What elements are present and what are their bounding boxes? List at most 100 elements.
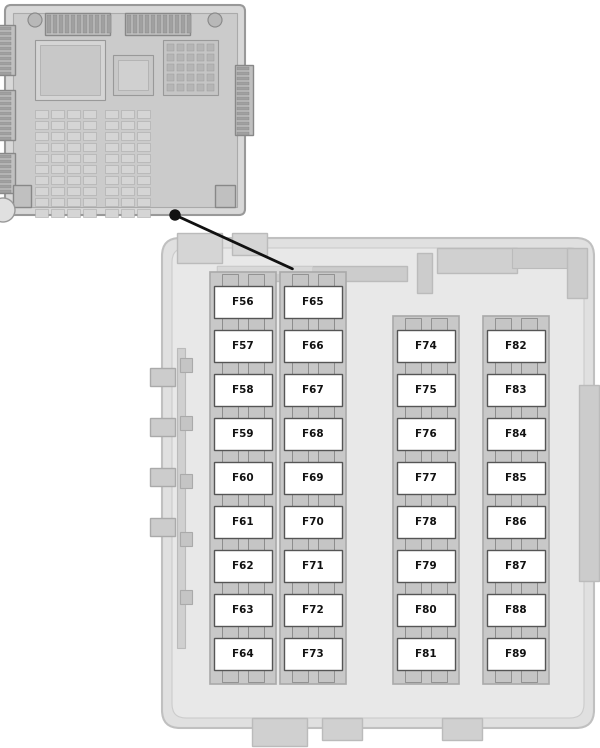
Bar [0,52,11,55]
Bar [431,362,447,374]
Bar [248,362,264,374]
Bar [35,143,48,151]
Bar [0,92,11,95]
Bar [431,538,447,550]
Bar [121,132,134,140]
Bar [207,44,214,51]
Bar [431,670,447,682]
Bar [237,112,249,115]
Bar [187,15,191,33]
Bar [284,286,342,318]
Bar [51,110,64,118]
Bar [175,15,179,33]
Bar [151,15,155,33]
Bar [495,670,511,682]
Bar [495,626,511,638]
Bar [431,406,447,418]
Bar [0,112,11,115]
Text: F59: F59 [232,429,254,439]
Bar [292,450,308,462]
Text: F89: F89 [505,649,527,659]
Bar [121,121,134,129]
Bar [35,154,48,162]
Bar [167,44,174,51]
Bar [0,127,11,130]
Bar [35,176,48,184]
Bar [53,15,57,33]
Bar [51,209,64,217]
Bar [0,42,11,45]
Bar [167,84,174,91]
Bar [222,626,238,638]
Bar [521,494,537,506]
Text: F86: F86 [505,517,527,527]
Bar [495,582,511,594]
Bar [292,626,308,638]
Bar [217,266,312,274]
Bar [521,538,537,550]
Bar [437,248,517,273]
Bar [214,550,272,582]
Bar [47,15,51,33]
Bar [67,154,80,162]
Bar [167,54,174,61]
Text: F70: F70 [302,517,324,527]
Text: F63: F63 [232,605,254,615]
Bar [67,209,80,217]
FancyBboxPatch shape [162,238,594,728]
Bar [163,40,218,95]
Bar [121,198,134,206]
Bar [318,626,334,638]
Bar [0,27,11,30]
Bar [169,15,173,33]
Bar [495,538,511,550]
Bar [512,248,572,268]
Bar [405,362,421,374]
Text: F81: F81 [415,649,437,659]
Text: F75: F75 [415,385,437,395]
Bar [95,15,99,33]
Bar [0,170,11,173]
Bar [237,67,249,70]
Bar [40,45,100,95]
Bar [197,44,204,51]
Bar [0,165,11,168]
Bar [214,330,272,362]
Bar [495,494,511,506]
Bar [405,538,421,550]
Bar [121,209,134,217]
Bar [292,406,308,418]
Bar [521,626,537,638]
Bar [35,209,48,217]
Bar [248,450,264,462]
Bar [83,154,96,162]
Text: F74: F74 [415,341,437,351]
Bar [405,494,421,506]
Bar [0,62,11,65]
Bar [237,107,249,110]
Bar [431,494,447,506]
Bar [521,362,537,374]
Bar [0,137,11,140]
Bar [431,582,447,594]
Bar [284,550,342,582]
Bar [67,187,80,195]
Bar [431,406,447,418]
Bar [222,538,238,550]
Text: F72: F72 [302,605,324,615]
Bar [0,57,11,60]
Bar [214,418,272,450]
Bar [0,122,11,125]
Bar [405,670,421,682]
Bar [51,132,64,140]
Bar [67,165,80,173]
Bar [0,97,11,100]
Bar [150,368,175,386]
Bar [318,362,334,374]
Bar [210,272,276,684]
Bar [248,626,264,638]
Bar [0,190,11,193]
Text: F87: F87 [505,561,527,571]
Bar [237,117,249,120]
Bar [105,110,118,118]
